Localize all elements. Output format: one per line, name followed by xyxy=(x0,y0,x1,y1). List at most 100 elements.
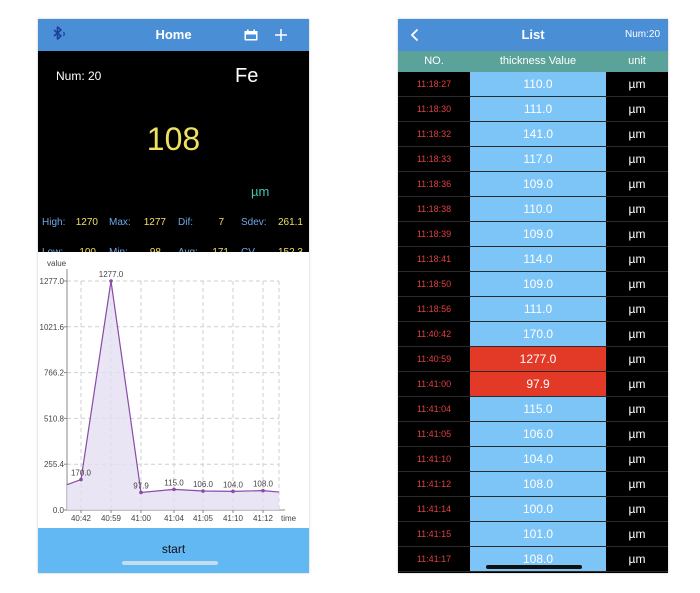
row-unit: µm xyxy=(606,547,668,571)
table-row[interactable]: 11:41:17 108.0 µm xyxy=(398,547,668,572)
row-unit: µm xyxy=(606,97,668,121)
row-separator xyxy=(398,271,668,272)
row-value: 109.0 xyxy=(470,222,606,246)
chart-area: 0.0 255.4 510.8 766.2 1021.6 1277.0 40:42 40:59… xyxy=(38,252,309,528)
row-value: 110.0 xyxy=(470,197,606,221)
row-time: 11:40:42 xyxy=(398,322,470,346)
row-time: 11:18:41 xyxy=(398,247,470,271)
row-time: 11:41:00 xyxy=(398,372,470,396)
chevron-left-icon[interactable] xyxy=(402,19,428,51)
row-separator xyxy=(398,546,668,547)
material-label: Fe xyxy=(235,65,259,87)
table-row[interactable]: 11:18:39 109.0 µm xyxy=(398,222,668,247)
y-tick-label: 510.8 xyxy=(44,414,65,423)
table-row[interactable]: 11:41:10 104.0 µm xyxy=(398,447,668,472)
row-time: 11:18:38 xyxy=(398,197,470,221)
row-time: 11:41:12 xyxy=(398,472,470,496)
plus-icon[interactable] xyxy=(269,19,293,51)
table-row[interactable]: 11:18:56 111.0 µm xyxy=(398,297,668,322)
y-tick-label: 1021.6 xyxy=(40,323,65,332)
row-unit: µm xyxy=(606,422,668,446)
row-value: 109.0 xyxy=(470,172,606,196)
row-separator xyxy=(398,496,668,497)
calendar-icon[interactable] xyxy=(239,19,263,51)
dif-value: 7 xyxy=(218,217,224,228)
x-tick-label: 41:00 xyxy=(131,514,152,523)
table-row[interactable]: 11:18:33 117.0 µm xyxy=(398,147,668,172)
row-separator xyxy=(398,521,668,522)
sdev-value: 261.1 xyxy=(277,217,303,228)
row-separator xyxy=(398,471,668,472)
start-button[interactable]: start xyxy=(38,528,309,573)
row-value: 1277.0 xyxy=(470,347,606,371)
data-label: 104.0 xyxy=(223,480,244,489)
table-row[interactable]: 11:18:38 110.0 µm xyxy=(398,197,668,222)
table-row[interactable]: 11:40:59 1277.0 µm xyxy=(398,347,668,372)
row-separator xyxy=(398,571,668,572)
table-row[interactable]: 11:41:14 100.0 µm xyxy=(398,497,668,522)
table-row[interactable]: 11:41:04 115.0 µm xyxy=(398,397,668,422)
table-row[interactable]: 11:18:36 109.0 µm xyxy=(398,172,668,197)
row-time: 11:41:14 xyxy=(398,497,470,521)
table-row[interactable]: 11:41:15 101.0 µm xyxy=(398,522,668,547)
row-separator xyxy=(398,371,668,372)
table-row[interactable]: 11:41:12 108.0 µm xyxy=(398,472,668,497)
data-point xyxy=(79,477,83,482)
row-value: 104.0 xyxy=(470,447,606,471)
measurement-panel: Num: 20 Fe 108 µm High: 1270 Max: 1277 D… xyxy=(38,51,309,272)
data-label: 115.0 xyxy=(164,478,184,487)
data-point xyxy=(172,487,176,492)
table-row[interactable]: 11:41:05 106.0 µm xyxy=(398,422,668,447)
row-separator xyxy=(398,246,668,247)
table-row[interactable]: 11:18:30 111.0 µm xyxy=(398,97,668,122)
row-time: 11:18:39 xyxy=(398,222,470,246)
series-area xyxy=(67,281,279,510)
col-no: NO. xyxy=(424,55,444,67)
table-row[interactable]: 11:40:42 170.0 µm xyxy=(398,322,668,347)
row-value: 141.0 xyxy=(470,122,606,146)
x-tick-label: 41:12 xyxy=(253,514,274,523)
row-time: 11:40:59 xyxy=(398,347,470,371)
table-header: NO. thickness Value unit xyxy=(398,51,668,72)
row-value: 100.0 xyxy=(470,497,606,521)
max-label: Max: xyxy=(109,217,131,228)
row-time: 11:18:27 xyxy=(398,72,470,96)
reading-unit: µm xyxy=(251,184,270,199)
row-value: 115.0 xyxy=(470,397,606,421)
row-value: 111.0 xyxy=(470,97,606,121)
row-separator xyxy=(398,146,668,147)
table-row[interactable]: 11:18:32 141.0 µm xyxy=(398,122,668,147)
table-row[interactable]: 11:18:50 109.0 µm xyxy=(398,272,668,297)
measurement-table[interactable]: 11:18:27 110.0 µm 11:18:30 111.0 µm 11:18:32 14… xyxy=(398,72,668,573)
data-label: 108.0 xyxy=(253,480,274,489)
data-point xyxy=(261,488,265,493)
row-unit: µm xyxy=(606,222,668,246)
bluetooth-icon[interactable] xyxy=(46,19,74,51)
table-row[interactable]: 11:41:00 97.9 µm xyxy=(398,372,668,397)
row-separator xyxy=(398,346,668,347)
x-tick-label: 40:59 xyxy=(101,514,122,523)
row-separator xyxy=(398,396,668,397)
data-label: 106.0 xyxy=(193,480,214,489)
row-time: 11:41:05 xyxy=(398,422,470,446)
list-title: List xyxy=(521,27,545,42)
row-time: 11:18:50 xyxy=(398,272,470,296)
row-unit: µm xyxy=(606,72,668,96)
row-value: 110.0 xyxy=(470,72,606,96)
y-axis-label: value xyxy=(47,259,67,268)
row-value: 114.0 xyxy=(470,247,606,271)
data-label: 1277.0 xyxy=(99,270,124,279)
x-axis-label: time xyxy=(281,514,297,523)
table-row[interactable]: 11:18:27 110.0 µm xyxy=(398,72,668,97)
row-value: 111.0 xyxy=(470,297,606,321)
x-tick-label: 41:10 xyxy=(223,514,244,523)
row-unit: µm xyxy=(606,447,668,471)
col-thickness-value: thickness Value xyxy=(499,55,577,67)
row-separator xyxy=(398,121,668,122)
row-unit: µm xyxy=(606,322,668,346)
row-value: 108.0 xyxy=(470,472,606,496)
row-value: 109.0 xyxy=(470,272,606,296)
table-row[interactable]: 11:18:41 114.0 µm xyxy=(398,247,668,272)
row-value: 106.0 xyxy=(470,422,606,446)
start-label: start xyxy=(161,542,186,556)
